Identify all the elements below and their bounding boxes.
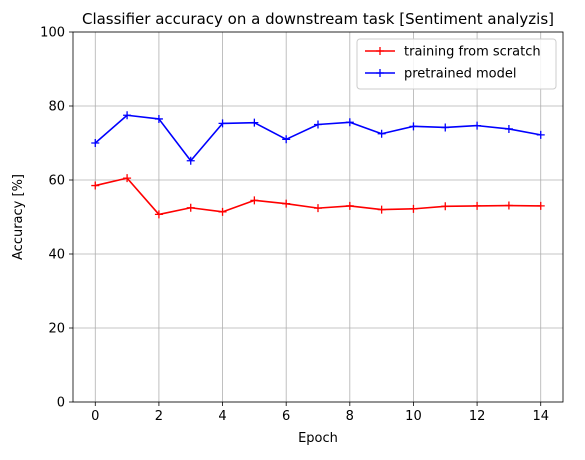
data-point-marker [91,181,100,190]
data-point-marker [377,205,386,214]
data-point-marker [345,201,354,210]
data-point-marker [218,119,227,128]
x-tick-label: 2 [155,409,163,424]
data-point-marker [282,199,291,208]
legend: training from scratch pretrained model [356,38,557,90]
axes: 0 2 4 6 8 10 12 14 0 20 40 60 80 100 [40,26,564,424]
y-axis-label: Accuracy [%] [11,174,26,260]
data-point-marker [504,201,513,210]
x-tick-label: 8 [346,409,354,424]
data-point-marker [473,121,482,130]
data-point-marker [473,201,482,210]
series-group [91,111,545,219]
data-point-marker [409,204,418,213]
data-point-marker [409,122,418,131]
y-tick-label: 40 [48,248,65,263]
data-point-marker [123,174,132,183]
data-point-marker [504,124,513,133]
y-tick-label: 0 [57,396,65,411]
data-point-marker [441,123,450,132]
x-tick-label: 6 [282,409,290,424]
x-tick-label: 10 [405,409,422,424]
x-axis-label: Epoch [298,431,338,446]
data-point-marker [218,207,227,216]
data-point-marker [250,196,259,205]
legend-marker [376,47,384,55]
data-point-marker [345,118,354,127]
x-tick-label: 14 [532,409,549,424]
legend-label: training from scratch [404,45,541,60]
legend-label: pretrained model [404,67,516,82]
data-point-marker [377,129,386,138]
data-point-marker [314,204,322,213]
chart-title: Classifier accuracy on a downstream task… [82,10,554,28]
data-point-marker [186,203,195,212]
y-tick-label: 100 [40,26,65,41]
data-point-marker [536,130,545,139]
data-point-marker [282,135,291,144]
data-point-marker [314,120,322,129]
y-tick-label: 20 [48,322,65,337]
data-point-marker [154,210,163,219]
y-tick-label: 60 [48,174,65,189]
y-tick-label: 80 [48,100,65,115]
x-tick-label: 0 [91,409,99,424]
data-point-marker [91,139,100,147]
data-point-marker [186,156,195,165]
plot-frame [72,31,564,403]
data-point-marker [123,111,132,120]
data-point-marker [154,114,163,123]
x-tick-label: 4 [218,409,226,424]
legend-box [356,38,557,90]
x-tick-label: 12 [469,409,486,424]
legend-marker [376,69,384,77]
data-point-marker [441,202,450,211]
data-point-marker [536,201,545,210]
data-point-marker [250,118,259,127]
